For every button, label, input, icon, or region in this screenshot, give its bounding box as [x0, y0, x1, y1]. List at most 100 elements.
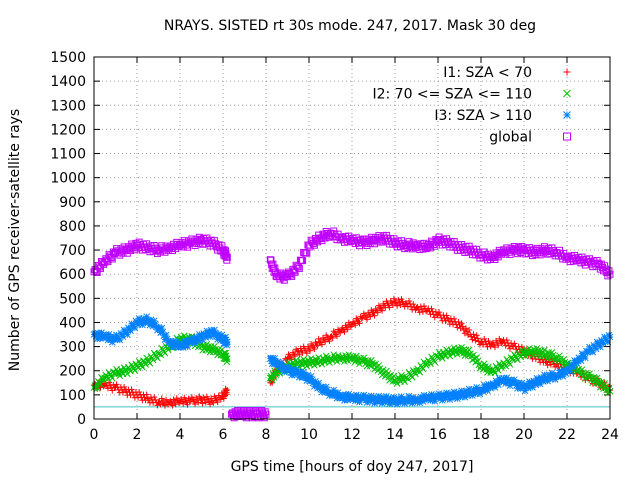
- data-point: [381, 302, 388, 309]
- series-marker: [410, 301, 417, 308]
- data-point: [380, 369, 388, 377]
- series-marker: [466, 326, 473, 333]
- data-point: [327, 333, 334, 340]
- data-point: [101, 258, 109, 266]
- series-marker: [206, 398, 213, 405]
- data-point: [208, 239, 216, 247]
- data-point: [316, 384, 324, 391]
- series-marker: [481, 335, 488, 342]
- series-marker: [322, 352, 330, 360]
- data-point: [144, 395, 151, 402]
- data-point: [122, 328, 130, 336]
- legend-marker: [563, 111, 571, 119]
- series-marker: [451, 315, 458, 322]
- data-point: [391, 377, 399, 384]
- data-point: [208, 345, 216, 353]
- series-marker: [311, 345, 318, 352]
- legend: I1: SZA < 70 I2: 70 <= SZA <= 110 I3: SZA …: [372, 65, 571, 146]
- series-marker: [152, 396, 159, 403]
- series-marker: [389, 377, 397, 385]
- chart-title: NRAYS. SISTED rt 30s mode. 247, 2017. Ma…: [164, 18, 536, 34]
- series-marker: [394, 302, 401, 309]
- data-point: [488, 367, 496, 375]
- data-point: [585, 348, 592, 355]
- data-point: [267, 379, 274, 386]
- data-point: [392, 298, 398, 305]
- data-point: [349, 321, 355, 328]
- x-tick-label: 20: [515, 427, 533, 443]
- data-point: [542, 374, 549, 382]
- series-marker: [436, 309, 443, 316]
- series-marker: [314, 342, 321, 349]
- data-point: [563, 253, 571, 261]
- data-point: [520, 384, 528, 391]
- data-point: [219, 246, 227, 254]
- series-marker: [503, 337, 510, 344]
- y-axis-label: Number of GPS receiver-satellite rays: [7, 109, 23, 371]
- series-marker: [180, 400, 187, 407]
- data-point: [445, 349, 453, 356]
- series-marker: [207, 401, 214, 408]
- y-tick-label: 200: [59, 364, 86, 380]
- data-point: [223, 338, 231, 346]
- data-point: [424, 307, 431, 314]
- data-point: [477, 251, 485, 259]
- data-point: [337, 392, 345, 400]
- series-marker: [277, 269, 285, 277]
- x-tick-label: 22: [558, 427, 576, 443]
- series-marker: [184, 401, 191, 408]
- series-marker: [438, 355, 446, 362]
- data-point: [359, 395, 367, 402]
- data-point: [488, 341, 495, 348]
- data-point: [531, 348, 539, 355]
- data-point: [574, 256, 582, 264]
- series-marker: [491, 344, 498, 351]
- data-point: [348, 355, 356, 363]
- data-point: [112, 369, 119, 377]
- data-point: [499, 377, 506, 384]
- series-marker: [459, 323, 466, 330]
- data-point: [155, 323, 162, 331]
- series-marker: [386, 304, 393, 311]
- series-marker: [506, 361, 514, 368]
- data-point: [273, 273, 281, 281]
- series-marker: [510, 351, 518, 358]
- data-point: [305, 358, 313, 366]
- data-point: [112, 336, 119, 343]
- data-point: [177, 398, 183, 405]
- series-marker: [143, 391, 150, 398]
- x-tick-label: 0: [90, 427, 99, 443]
- x-tick-label: 18: [472, 427, 490, 443]
- series-marker: [296, 351, 303, 358]
- series-marker: [390, 372, 398, 380]
- data-point: [166, 399, 173, 406]
- series-marker: [121, 383, 128, 390]
- legend-item: I2: 70 <= SZA <= 110: [372, 87, 571, 103]
- data-point: [266, 256, 274, 264]
- data-point: [380, 396, 388, 404]
- series-marker: [462, 325, 469, 332]
- data-point: [477, 386, 485, 394]
- data-point: [434, 236, 442, 244]
- series-marker: [195, 399, 202, 406]
- data-point: [155, 246, 162, 254]
- series-marker: [393, 300, 400, 307]
- data-point: [456, 391, 463, 399]
- data-point: [295, 348, 302, 355]
- data-point: [198, 333, 205, 341]
- data-point: [316, 234, 324, 242]
- series-marker: [337, 329, 344, 336]
- data-point: [520, 349, 528, 356]
- data-point: [402, 374, 410, 382]
- series-marker: [395, 296, 402, 303]
- x-tick-label: 16: [429, 427, 447, 443]
- data-point: [133, 362, 141, 370]
- data-point: [413, 396, 420, 404]
- data-point: [133, 241, 141, 249]
- series-marker: [202, 399, 209, 406]
- series-2: [90, 313, 614, 408]
- data-point: [198, 396, 205, 403]
- data-point: [423, 244, 431, 252]
- legend-item: global: [489, 130, 571, 146]
- data-point: [273, 369, 281, 377]
